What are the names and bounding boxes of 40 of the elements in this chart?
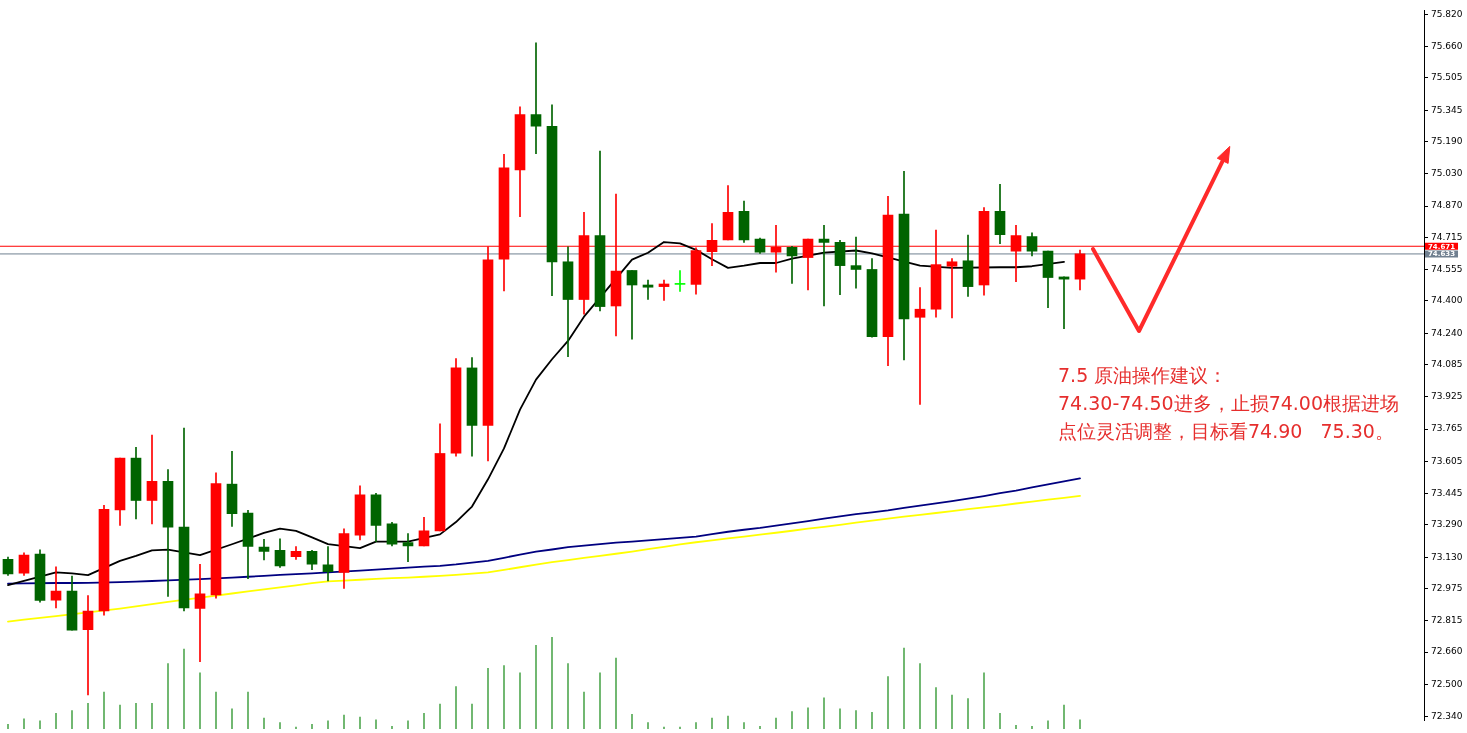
y-tick-label: 73.925 bbox=[1431, 391, 1463, 402]
y-tick-label: 72.500 bbox=[1431, 678, 1463, 689]
y-tick-label: 74.240 bbox=[1431, 327, 1463, 338]
y-tick-label: 73.605 bbox=[1431, 455, 1463, 466]
y-tick-label: 72.340 bbox=[1431, 710, 1463, 721]
candlestick bbox=[530, 42, 542, 154]
y-tick-label: 74.715 bbox=[1431, 231, 1463, 242]
y-tick-label: 74.870 bbox=[1431, 200, 1463, 211]
y-tick-label: 75.660 bbox=[1431, 41, 1463, 52]
candlestick bbox=[402, 533, 414, 562]
annotation: 7.5 原油操作建议： bbox=[1058, 363, 1229, 388]
annotation: 74.30-74.50进多，止损74.00根据进场 bbox=[1058, 391, 1400, 416]
y-tick-label: 72.975 bbox=[1431, 582, 1463, 593]
candlestick bbox=[818, 224, 830, 307]
y-tick-label: 75.030 bbox=[1431, 168, 1463, 179]
y-tick-label: 75.190 bbox=[1431, 135, 1463, 146]
candlestick bbox=[258, 539, 270, 561]
y-tick-label: 73.130 bbox=[1431, 551, 1463, 562]
y-tick-label: 73.765 bbox=[1431, 423, 1463, 434]
candlestick bbox=[642, 279, 654, 300]
y-tick-label: 72.815 bbox=[1431, 615, 1463, 626]
y-tick-label: 72.660 bbox=[1431, 646, 1463, 657]
candlestick bbox=[626, 270, 638, 340]
y-tick-label: 74.555 bbox=[1431, 264, 1463, 275]
y-tick-label: 75.345 bbox=[1431, 104, 1463, 115]
candlestick bbox=[850, 236, 862, 289]
y-tick-label: 73.290 bbox=[1431, 519, 1463, 530]
candlestick bbox=[82, 595, 94, 696]
y-tick-label: 75.820 bbox=[1431, 8, 1463, 19]
y-tick-label: 74.400 bbox=[1431, 295, 1463, 306]
annotation: 点位灵活调整，目标看74.90 75.30。 bbox=[1058, 419, 1395, 444]
candlestick bbox=[786, 245, 798, 284]
y-tick-label: 75.505 bbox=[1431, 72, 1463, 83]
candlestick bbox=[914, 287, 926, 405]
candlestick bbox=[194, 563, 206, 663]
candlestick bbox=[674, 270, 686, 292]
y-tick-label: 74.085 bbox=[1431, 358, 1463, 369]
candlestick bbox=[946, 258, 958, 319]
y-tick-label: 73.445 bbox=[1431, 487, 1463, 498]
candlestick bbox=[146, 434, 158, 525]
